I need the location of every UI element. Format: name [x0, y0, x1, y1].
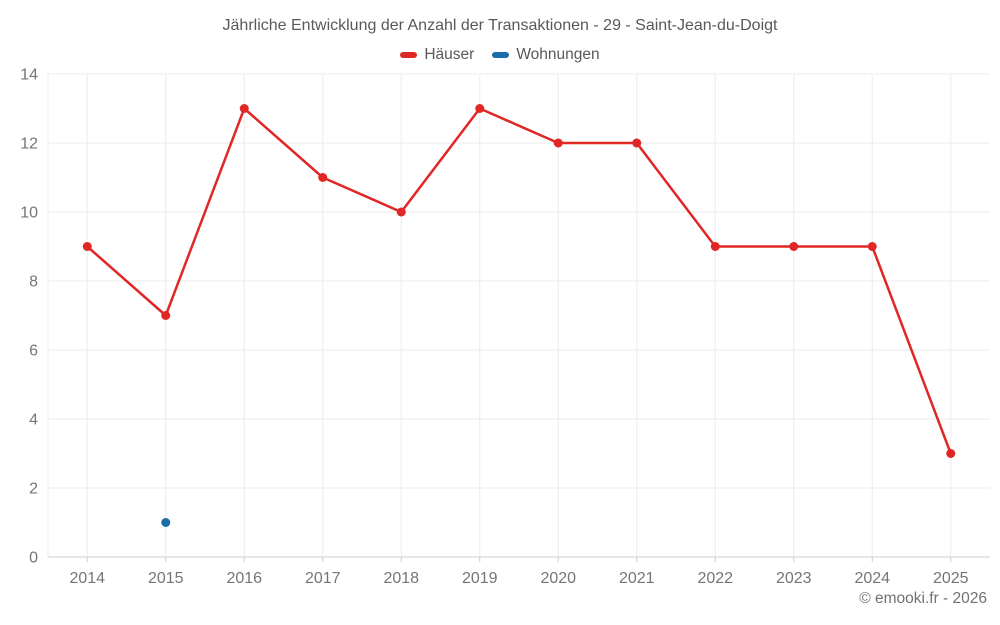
copyright-text: © emooki.fr - 2026	[859, 590, 987, 607]
x-tick-label: 2025	[933, 570, 969, 587]
legend-item-hauser[interactable]: Häuser	[400, 46, 474, 64]
data-point-h-user-2014[interactable]	[82, 242, 92, 251]
x-tick-label: 2020	[540, 570, 576, 587]
legend: Häuser Wohnungen	[0, 46, 1000, 64]
y-tick-label: 0	[29, 550, 38, 567]
x-tick-label: 2019	[462, 570, 498, 587]
x-tick-label: 2014	[69, 570, 105, 587]
legend-item-wohnungen[interactable]: Wohnungen	[492, 46, 600, 64]
y-tick-label: 14	[20, 67, 38, 84]
data-point-h-user-2021[interactable]	[632, 138, 642, 148]
data-point-wohnungen-2015[interactable]	[161, 518, 171, 527]
y-tick-label: 6	[29, 343, 38, 360]
x-tick-label: 2022	[697, 570, 733, 587]
legend-label-wohnungen: Wohnungen	[516, 46, 600, 63]
data-point-h-user-2024[interactable]	[867, 242, 877, 251]
data-point-h-user-2018[interactable]	[396, 207, 406, 217]
y-tick-label: 10	[20, 205, 38, 222]
data-point-h-user-2023[interactable]	[789, 242, 799, 251]
legend-label-hauser: Häuser	[424, 46, 475, 63]
data-point-h-user-2015[interactable]	[161, 311, 171, 320]
data-point-h-user-2020[interactable]	[553, 138, 563, 148]
x-tick-label: 2018	[383, 570, 419, 587]
x-tick-label: 2017	[305, 570, 341, 587]
y-tick-label: 12	[20, 136, 38, 153]
x-tick-label: 2021	[619, 570, 655, 587]
data-point-h-user-2022[interactable]	[710, 242, 720, 251]
x-tick-label: 2016	[226, 570, 262, 587]
data-point-h-user-2019[interactable]	[475, 104, 485, 113]
chart-title: Jährliche Entwicklung der Anzahl der Tra…	[222, 17, 778, 34]
series-line-h-user	[86, 107, 952, 455]
legend-swatch-wohnungen-icon	[492, 52, 510, 58]
y-tick-label: 2	[29, 481, 38, 498]
legend-swatch-hauser-icon	[400, 52, 418, 58]
data-point-h-user-2016[interactable]	[239, 104, 249, 113]
y-tick-label: 4	[29, 412, 38, 429]
y-tick-label: 8	[29, 274, 38, 291]
x-tick-label: 2015	[148, 570, 184, 587]
x-tick-label: 2023	[776, 570, 812, 587]
data-point-h-user-2025[interactable]	[946, 449, 956, 458]
x-tick-label: 2024	[854, 570, 890, 587]
data-point-h-user-2017[interactable]	[318, 173, 328, 182]
